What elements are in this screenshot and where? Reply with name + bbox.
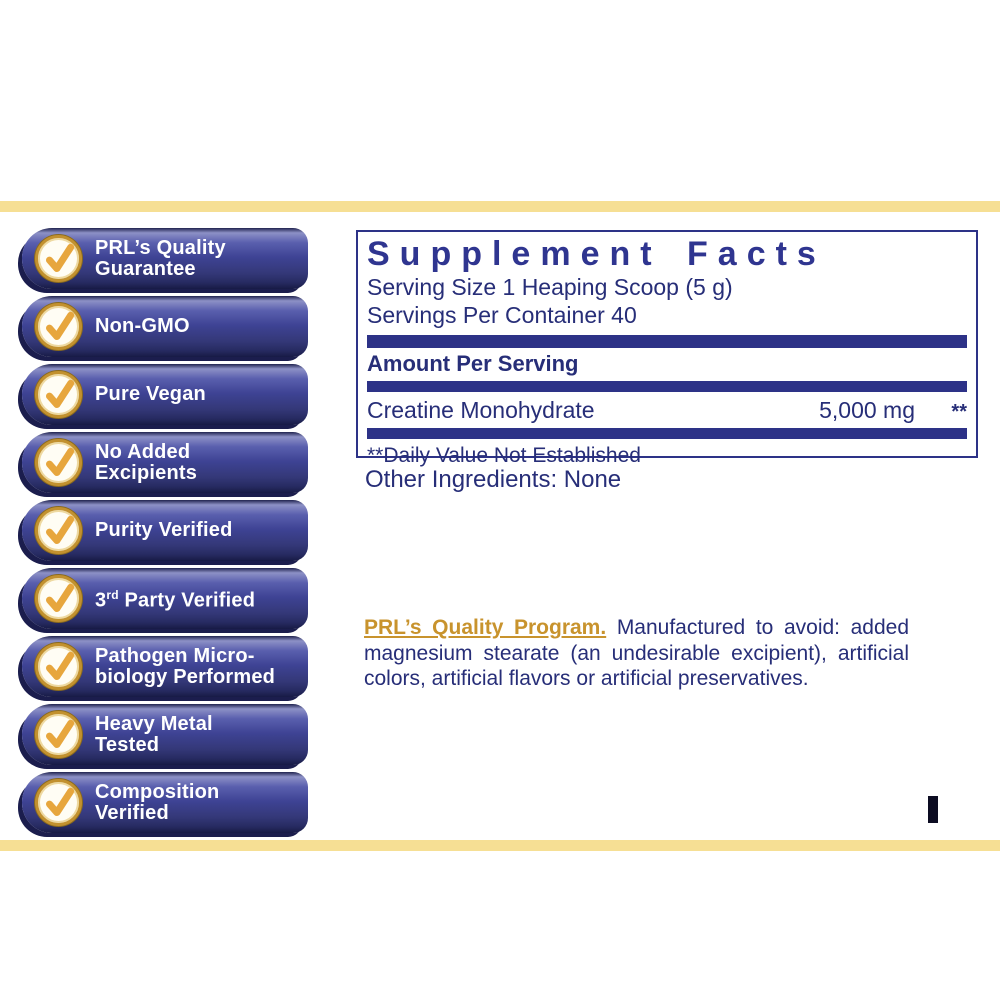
check-circle-icon	[35, 371, 82, 418]
check-circle-icon	[35, 779, 82, 826]
checkmark-icon	[45, 379, 74, 408]
badge-label-superscript: rd	[106, 588, 119, 603]
serving-size: Serving Size 1 Heaping Scoop (5 g)	[367, 274, 733, 300]
separator-bar	[367, 381, 967, 392]
ingredient-row: Creatine Monohydrate 5,000 mg **	[367, 392, 967, 428]
checkmark-icon	[45, 447, 74, 476]
ingredient-amount: 5,000 mg	[819, 397, 915, 423]
badge-label-line: Verified	[95, 801, 169, 824]
badge-label: Pathogen Micro- biology Performed	[95, 644, 276, 688]
badge-label-line: Heavy Metal	[95, 712, 213, 735]
badge-label-line: Non-GMO	[95, 315, 190, 337]
check-circle-icon	[35, 575, 82, 622]
badge-label: PRL’s Quality Guarantee	[95, 236, 226, 280]
separator-bar-thick	[367, 335, 967, 348]
checkmark-icon	[45, 719, 74, 748]
checkmark-icon	[45, 243, 74, 272]
checkmark-icon	[45, 787, 74, 816]
badge-label: Non-GMO	[95, 316, 190, 337]
bottom-yellow-band	[0, 840, 1000, 851]
badge-label-line: Composition	[95, 780, 220, 803]
badge-label: 3rd Party Verified	[95, 585, 255, 612]
badge-label: No Added Excipients	[95, 440, 198, 484]
badge-label-line: Guarantee	[95, 257, 196, 280]
amount-per-serving-header: Amount Per Serving	[367, 351, 579, 376]
badge-non-gmo: Non-GMO	[22, 296, 308, 357]
check-circle-icon	[35, 711, 82, 758]
badge-prls-quality-guarantee: PRL’s Quality Guarantee	[22, 228, 308, 289]
badge-label-line: Pure Vegan	[95, 383, 206, 405]
checkmark-icon	[45, 651, 74, 680]
badge-pathogen-microbiology-performed: Pathogen Micro- biology Performed	[22, 636, 308, 697]
badge-3rd-party-verified: 3rd Party Verified	[22, 568, 308, 629]
checkmark-icon	[45, 311, 74, 340]
badge-label-line: Party Verified	[118, 589, 256, 612]
badge-label-line: biology Performed	[95, 665, 276, 688]
checkmark-icon	[45, 583, 74, 612]
badge-label-line: Tested	[95, 733, 160, 756]
badge-label-line: PRL’s Quality	[95, 236, 226, 259]
quality-program-link[interactable]: PRL’s Quality Program.	[364, 616, 607, 639]
quality-badges-column: PRL’s Quality Guarantee Non-GMO Pure Veg	[22, 228, 308, 833]
quality-program-paragraph: PRL’s Quality Program. Manufactured to a…	[364, 615, 909, 692]
check-circle-icon	[35, 303, 82, 350]
badge-heavy-metal-tested: Heavy Metal Tested	[22, 704, 308, 765]
check-circle-icon	[35, 235, 82, 282]
checkmark-icon	[45, 515, 74, 544]
badge-label: Composition Verified	[95, 780, 220, 824]
daily-value-footnote: **Daily Value Not Established	[367, 444, 641, 467]
check-circle-icon	[35, 439, 82, 486]
servings-per-container: Servings Per Container 40	[367, 302, 637, 328]
badge-label-line: No Added	[95, 440, 191, 463]
badge-label-line: 3	[95, 589, 107, 612]
badge-purity-verified: Purity Verified	[22, 500, 308, 561]
quality-program-body: Manufactured to avoid: added magnesium s…	[364, 616, 910, 690]
ingredient-name: Creatine Monohydrate	[367, 397, 595, 423]
badge-label: Pure Vegan	[95, 384, 206, 405]
check-circle-icon	[35, 507, 82, 554]
badge-pure-vegan: Pure Vegan	[22, 364, 308, 425]
panel-title: Supplement Facts	[367, 235, 826, 273]
other-ingredients: Other Ingredients: None	[365, 466, 622, 493]
ingredient-daily-value: **	[951, 401, 967, 423]
separator-bar	[367, 428, 967, 439]
badge-no-added-excipients: No Added Excipients	[22, 432, 308, 493]
badge-label: Heavy Metal Tested	[95, 712, 213, 756]
badge-label-line: Pathogen Micro-	[95, 644, 255, 667]
badge-composition-verified: Composition Verified	[22, 772, 308, 833]
badge-label-line: Excipients	[95, 461, 198, 484]
badge-label-line: Purity Verified	[95, 519, 233, 541]
check-circle-icon	[35, 643, 82, 690]
badge-label: Purity Verified	[95, 520, 233, 541]
print-mark	[928, 796, 938, 823]
supplement-facts-panel: Supplement Facts Serving Size 1 Heaping …	[356, 230, 978, 467]
top-yellow-band	[0, 201, 1000, 212]
